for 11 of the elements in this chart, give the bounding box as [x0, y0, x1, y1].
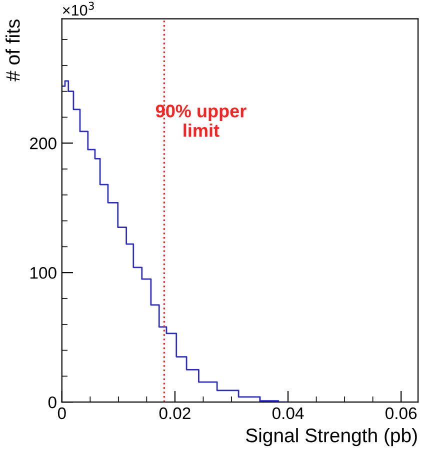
x-tick-label: 0.02: [159, 407, 190, 420]
y-axis-title: # of fits: [6, 20, 20, 82]
x-tick-label: 0.04: [272, 407, 304, 420]
x-axis-title: Signal Strength (pb): [246, 428, 417, 446]
y-tick-label: 0: [48, 396, 56, 408]
ref-line-label: 90% upper limit: [156, 104, 246, 137]
x-tick-label: 0: [58, 407, 66, 420]
x-tick-label: 0.06: [386, 407, 417, 420]
y-tick-label: 200: [30, 138, 56, 150]
text: ×10$^{3}$: [62, 2, 94, 16]
y-tick-label: 100: [30, 267, 56, 279]
